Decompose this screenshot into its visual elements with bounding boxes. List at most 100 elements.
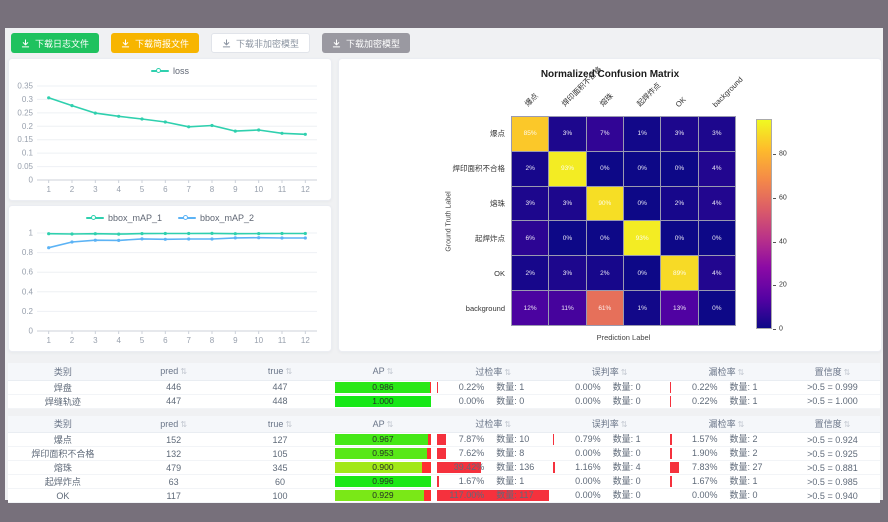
cell-misjudge-rate: 0.00% 数量: 0 (551, 488, 669, 503)
map-chart: 00.20.40.60.811 2 3 4 5 6 7 8 9 10 11 12 (22, 229, 317, 345)
cell-misjudge-rate: 0.79% 数量: 1 (551, 432, 669, 447)
svg-text:4: 4 (116, 336, 121, 345)
table-row: 起焊炸点 63 60 0.996 1.67% 数量: 1 0.00% 数量: 0 1.67% 数量… (8, 474, 880, 489)
svg-text:3: 3 (93, 336, 98, 345)
download-encrypted-model-label: 下载加密模型 (346, 38, 401, 49)
col-header-mis[interactable]: 误判率 ⇅ (551, 363, 669, 381)
prediction-axis-label: Prediction Label (596, 333, 651, 342)
legend-item-loss[interactable]: loss (150, 66, 189, 76)
confusion-matrix-title: Normalized Confusion Matrix (540, 69, 680, 80)
loss-chart: 00.050.10.150.20.250.30.351 2 3 4 5 6 7 8 9 10 11 1… (17, 82, 317, 194)
legend-label: bbox_mAP_1 (107, 213, 162, 223)
download-icon (332, 38, 341, 47)
matrix-cell: 2% (512, 151, 549, 186)
cell-over-rate: 7.87% 数量: 10 (435, 432, 552, 447)
svg-text:0: 0 (29, 327, 34, 336)
sort-icon[interactable]: ⇅ (737, 420, 745, 430)
download-unencrypted-model-button[interactable]: 下载非加密模型 (211, 33, 311, 53)
legend-item-bbox_mAP_1[interactable]: bbox_mAP_1 (85, 213, 162, 223)
matrix-cell: 4% (698, 256, 735, 291)
sort-icon[interactable]: ⇅ (504, 420, 512, 430)
sort-icon[interactable]: ⇅ (386, 367, 394, 377)
download-encrypted-model-button[interactable]: 下载加密模型 (322, 33, 411, 53)
sort-icon[interactable]: ⇅ (737, 367, 745, 377)
svg-text:10: 10 (254, 336, 263, 345)
ground-truth-axis-label: Ground Truth Label (445, 190, 453, 252)
matrix-cell: 3% (549, 186, 586, 221)
col-header-ap[interactable]: AP ⇅ (330, 363, 436, 381)
svg-text:4: 4 (116, 185, 121, 194)
cell-pred: 152 (117, 432, 230, 447)
col-header-ap[interactable]: AP ⇅ (330, 415, 436, 433)
cell-true: 345 (229, 460, 331, 475)
download-report-button[interactable]: 下载简报文件 (111, 33, 200, 53)
svg-text:12: 12 (301, 336, 310, 345)
col-header-pred[interactable]: pred ⇅ (117, 415, 230, 433)
sort-icon[interactable]: ⇅ (386, 419, 394, 429)
table-row: 焊印面积不合格 132 105 0.953 7.62% 数量: 8 0.00% 数量: 0 1.… (8, 446, 880, 461)
col-header-true[interactable]: true ⇅ (229, 363, 331, 381)
col-header-over[interactable]: 过检率 ⇅ (435, 363, 552, 381)
download-toolbar: 下载日志文件 下载简报文件 下载非加密模型 下载加密模型 (11, 33, 411, 55)
download-report-label: 下载简报文件 (135, 38, 190, 49)
matrix-cell: 12% (512, 291, 549, 325)
download-log-button[interactable]: 下载日志文件 (11, 33, 100, 53)
col-header-cls: 类别 (8, 415, 118, 433)
cell-class: 爆点 (8, 432, 118, 447)
svg-text:0.8: 0.8 (22, 248, 34, 257)
col-header-miss[interactable]: 漏检率 ⇅ (668, 415, 785, 433)
cell-miss-rate: 1.67% 数量: 1 (668, 474, 785, 489)
col-header-over[interactable]: 过检率 ⇅ (435, 415, 552, 433)
matrix-cell: 2% (586, 256, 623, 291)
cell-miss-rate: 1.90% 数量: 2 (668, 446, 785, 461)
cell-misjudge-rate: 0.00% 数量: 0 (551, 380, 669, 395)
svg-text:6: 6 (163, 185, 168, 194)
matrix-cell: 0% (661, 221, 698, 256)
sort-icon[interactable]: ⇅ (843, 367, 851, 377)
svg-text:6: 6 (163, 336, 168, 345)
matrix-cell: 1% (623, 117, 661, 151)
row-label: 熔珠 (490, 199, 505, 208)
loss-chart-legend: loss (9, 64, 331, 78)
col-label: 熔珠 (597, 91, 615, 109)
sort-icon[interactable]: ⇅ (285, 367, 293, 377)
col-header-true[interactable]: true ⇅ (229, 415, 331, 433)
cell-ap: 1.000 (330, 394, 436, 409)
cell-confidence: >0.5 = 0.985 (784, 474, 880, 489)
sort-icon[interactable]: ⇅ (620, 420, 628, 430)
matrix-cell: 93% (549, 151, 586, 186)
col-header-mis[interactable]: 误判率 ⇅ (551, 415, 669, 433)
loss-chart-card: loss 0 0.05 0.1 0.15 0.2 0.25 0.3 0.35 1 2 3 4 5 6 7 8 9… (8, 58, 332, 201)
cell-class: 焊缝轨迹 (8, 394, 118, 409)
cell-true: 448 (229, 394, 331, 409)
matrix-cell: 2% (661, 186, 698, 221)
col-header-conf[interactable]: 置信度 ⇅ (784, 363, 880, 381)
sort-icon[interactable]: ⇅ (285, 419, 293, 429)
sort-icon[interactable]: ⇅ (180, 419, 188, 429)
download-log-label: 下载日志文件 (35, 38, 90, 49)
cell-class: OK (8, 488, 118, 503)
svg-text:5: 5 (140, 336, 145, 345)
svg-text:1: 1 (46, 185, 51, 194)
sort-icon[interactable]: ⇅ (504, 367, 512, 377)
cell-true: 105 (229, 446, 331, 461)
col-header-conf[interactable]: 置信度 ⇅ (784, 415, 880, 433)
table-row: 焊缝轨迹 447 448 1.000 0.00% 数量: 0 0.00% 数量: 0 0.22%… (8, 394, 880, 409)
svg-text:0.6: 0.6 (22, 268, 34, 277)
sort-icon[interactable]: ⇅ (620, 367, 628, 377)
cell-confidence: >0.5 = 0.940 (784, 488, 880, 503)
matrix-cell: 0% (549, 221, 586, 256)
svg-text:1: 1 (46, 336, 51, 345)
cell-misjudge-rate: 0.00% 数量: 0 (551, 446, 669, 461)
svg-text:11: 11 (278, 336, 287, 345)
col-header-pred[interactable]: pred ⇅ (117, 363, 230, 381)
sort-icon[interactable]: ⇅ (180, 367, 188, 377)
cell-confidence: >0.5 = 0.925 (784, 446, 880, 461)
legend-item-bbox_mAP_2[interactable]: bbox_mAP_2 (178, 213, 254, 223)
cell-miss-rate: 0.22% 数量: 1 (668, 380, 785, 395)
matrix-cell: 0% (586, 221, 623, 256)
cell-miss-rate: 7.83% 数量: 27 (668, 460, 785, 475)
col-label: 起焊炸点 (635, 80, 663, 109)
col-header-miss[interactable]: 漏检率 ⇅ (668, 363, 785, 381)
sort-icon[interactable]: ⇅ (843, 420, 851, 430)
